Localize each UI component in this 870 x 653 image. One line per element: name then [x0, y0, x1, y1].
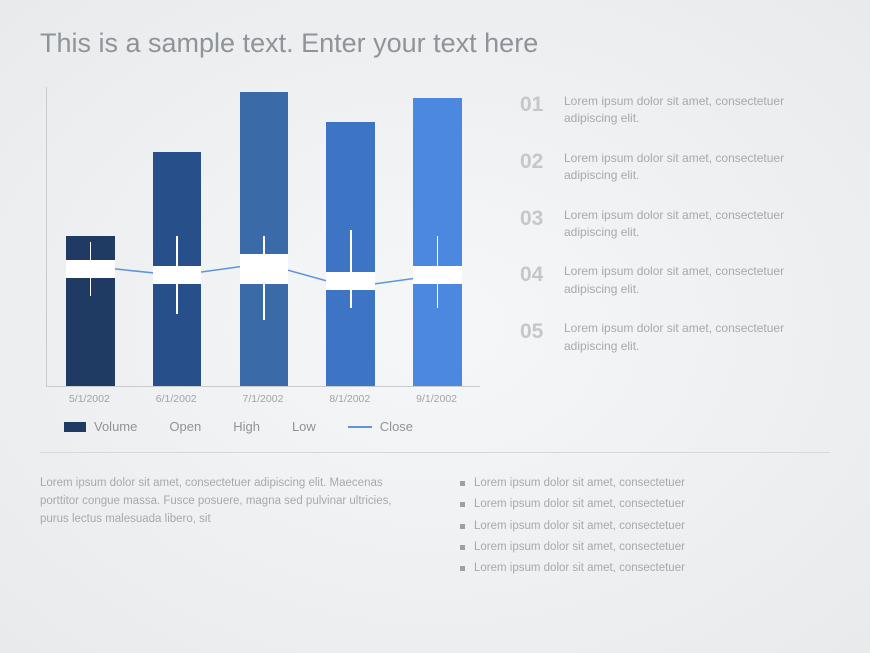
- separator: [40, 452, 830, 453]
- legend-swatch-volume: [64, 422, 86, 432]
- bottom-row: Lorem ipsum dolor sit amet, consectetuer…: [40, 475, 830, 581]
- item-number: 03: [520, 207, 552, 242]
- legend-item-low: Low: [292, 419, 316, 434]
- item-number: 02: [520, 150, 552, 185]
- chart-column: 5/1/20026/1/20027/1/20028/1/20029/1/2002…: [40, 87, 480, 434]
- chart-band: [326, 272, 375, 290]
- chart-x-labels: 5/1/20026/1/20027/1/20028/1/20029/1/2002: [46, 393, 480, 405]
- item-text: Lorem ipsum dolor sit amet, consectetuer…: [564, 93, 830, 128]
- numbered-list: 01 Lorem ipsum dolor sit amet, consectetu…: [520, 87, 830, 434]
- chart-band: [240, 254, 289, 284]
- x-axis-label: 5/1/2002: [46, 393, 133, 405]
- chart-plot: [46, 87, 480, 387]
- chart-band: [413, 266, 462, 284]
- numbered-item: 03 Lorem ipsum dolor sit amet, consectetu…: [520, 207, 830, 242]
- bullet-item: Lorem ipsum dolor sit amet, consectetuer: [460, 475, 830, 492]
- legend-label: High: [233, 419, 260, 434]
- item-number: 01: [520, 93, 552, 128]
- numbered-item: 04 Lorem ipsum dolor sit amet, consectetu…: [520, 263, 830, 298]
- numbered-item: 02 Lorem ipsum dolor sit amet, consectetu…: [520, 150, 830, 185]
- bullet-list: Lorem ipsum dolor sit amet, consectetuer…: [460, 475, 830, 581]
- x-axis-label: 9/1/2002: [393, 393, 480, 405]
- bullet-item: Lorem ipsum dolor sit amet, consectetuer: [460, 496, 830, 513]
- legend-item-volume: Volume: [64, 419, 137, 434]
- item-text: Lorem ipsum dolor sit amet, consectetuer…: [564, 207, 830, 242]
- chart-whisker: [350, 230, 352, 308]
- legend-label: Open: [169, 419, 201, 434]
- item-text: Lorem ipsum dolor sit amet, consectetuer…: [564, 150, 830, 185]
- legend-swatch-close: [348, 426, 372, 428]
- bullet-item: Lorem ipsum dolor sit amet, consectetuer: [460, 539, 830, 556]
- item-text: Lorem ipsum dolor sit amet, consectetuer…: [564, 263, 830, 298]
- item-number: 04: [520, 263, 552, 298]
- legend-item-close: Close: [348, 419, 413, 434]
- legend-item-high: High: [233, 419, 260, 434]
- numbered-item: 05 Lorem ipsum dolor sit amet, consectetu…: [520, 320, 830, 355]
- chart-band: [153, 266, 202, 284]
- x-axis-label: 7/1/2002: [220, 393, 307, 405]
- body-paragraph: Lorem ipsum dolor sit amet, consectetuer…: [40, 475, 410, 581]
- bullet-item: Lorem ipsum dolor sit amet, consectetuer: [460, 518, 830, 535]
- legend-label: Close: [380, 419, 413, 434]
- page-title: This is a sample text. Enter your text h…: [40, 28, 830, 59]
- bullet-item: Lorem ipsum dolor sit amet, consectetuer: [460, 560, 830, 577]
- item-text: Lorem ipsum dolor sit amet, consectetuer…: [564, 320, 830, 355]
- chart-legend: Volume Open High Low Close: [64, 419, 480, 434]
- legend-label: Low: [292, 419, 316, 434]
- top-row: 5/1/20026/1/20027/1/20028/1/20029/1/2002…: [40, 87, 830, 434]
- legend-item-open: Open: [169, 419, 201, 434]
- item-number: 05: [520, 320, 552, 355]
- x-axis-label: 8/1/2002: [306, 393, 393, 405]
- legend-label: Volume: [94, 419, 137, 434]
- numbered-item: 01 Lorem ipsum dolor sit amet, consectetu…: [520, 93, 830, 128]
- x-axis-label: 6/1/2002: [133, 393, 220, 405]
- chart-band: [66, 260, 115, 278]
